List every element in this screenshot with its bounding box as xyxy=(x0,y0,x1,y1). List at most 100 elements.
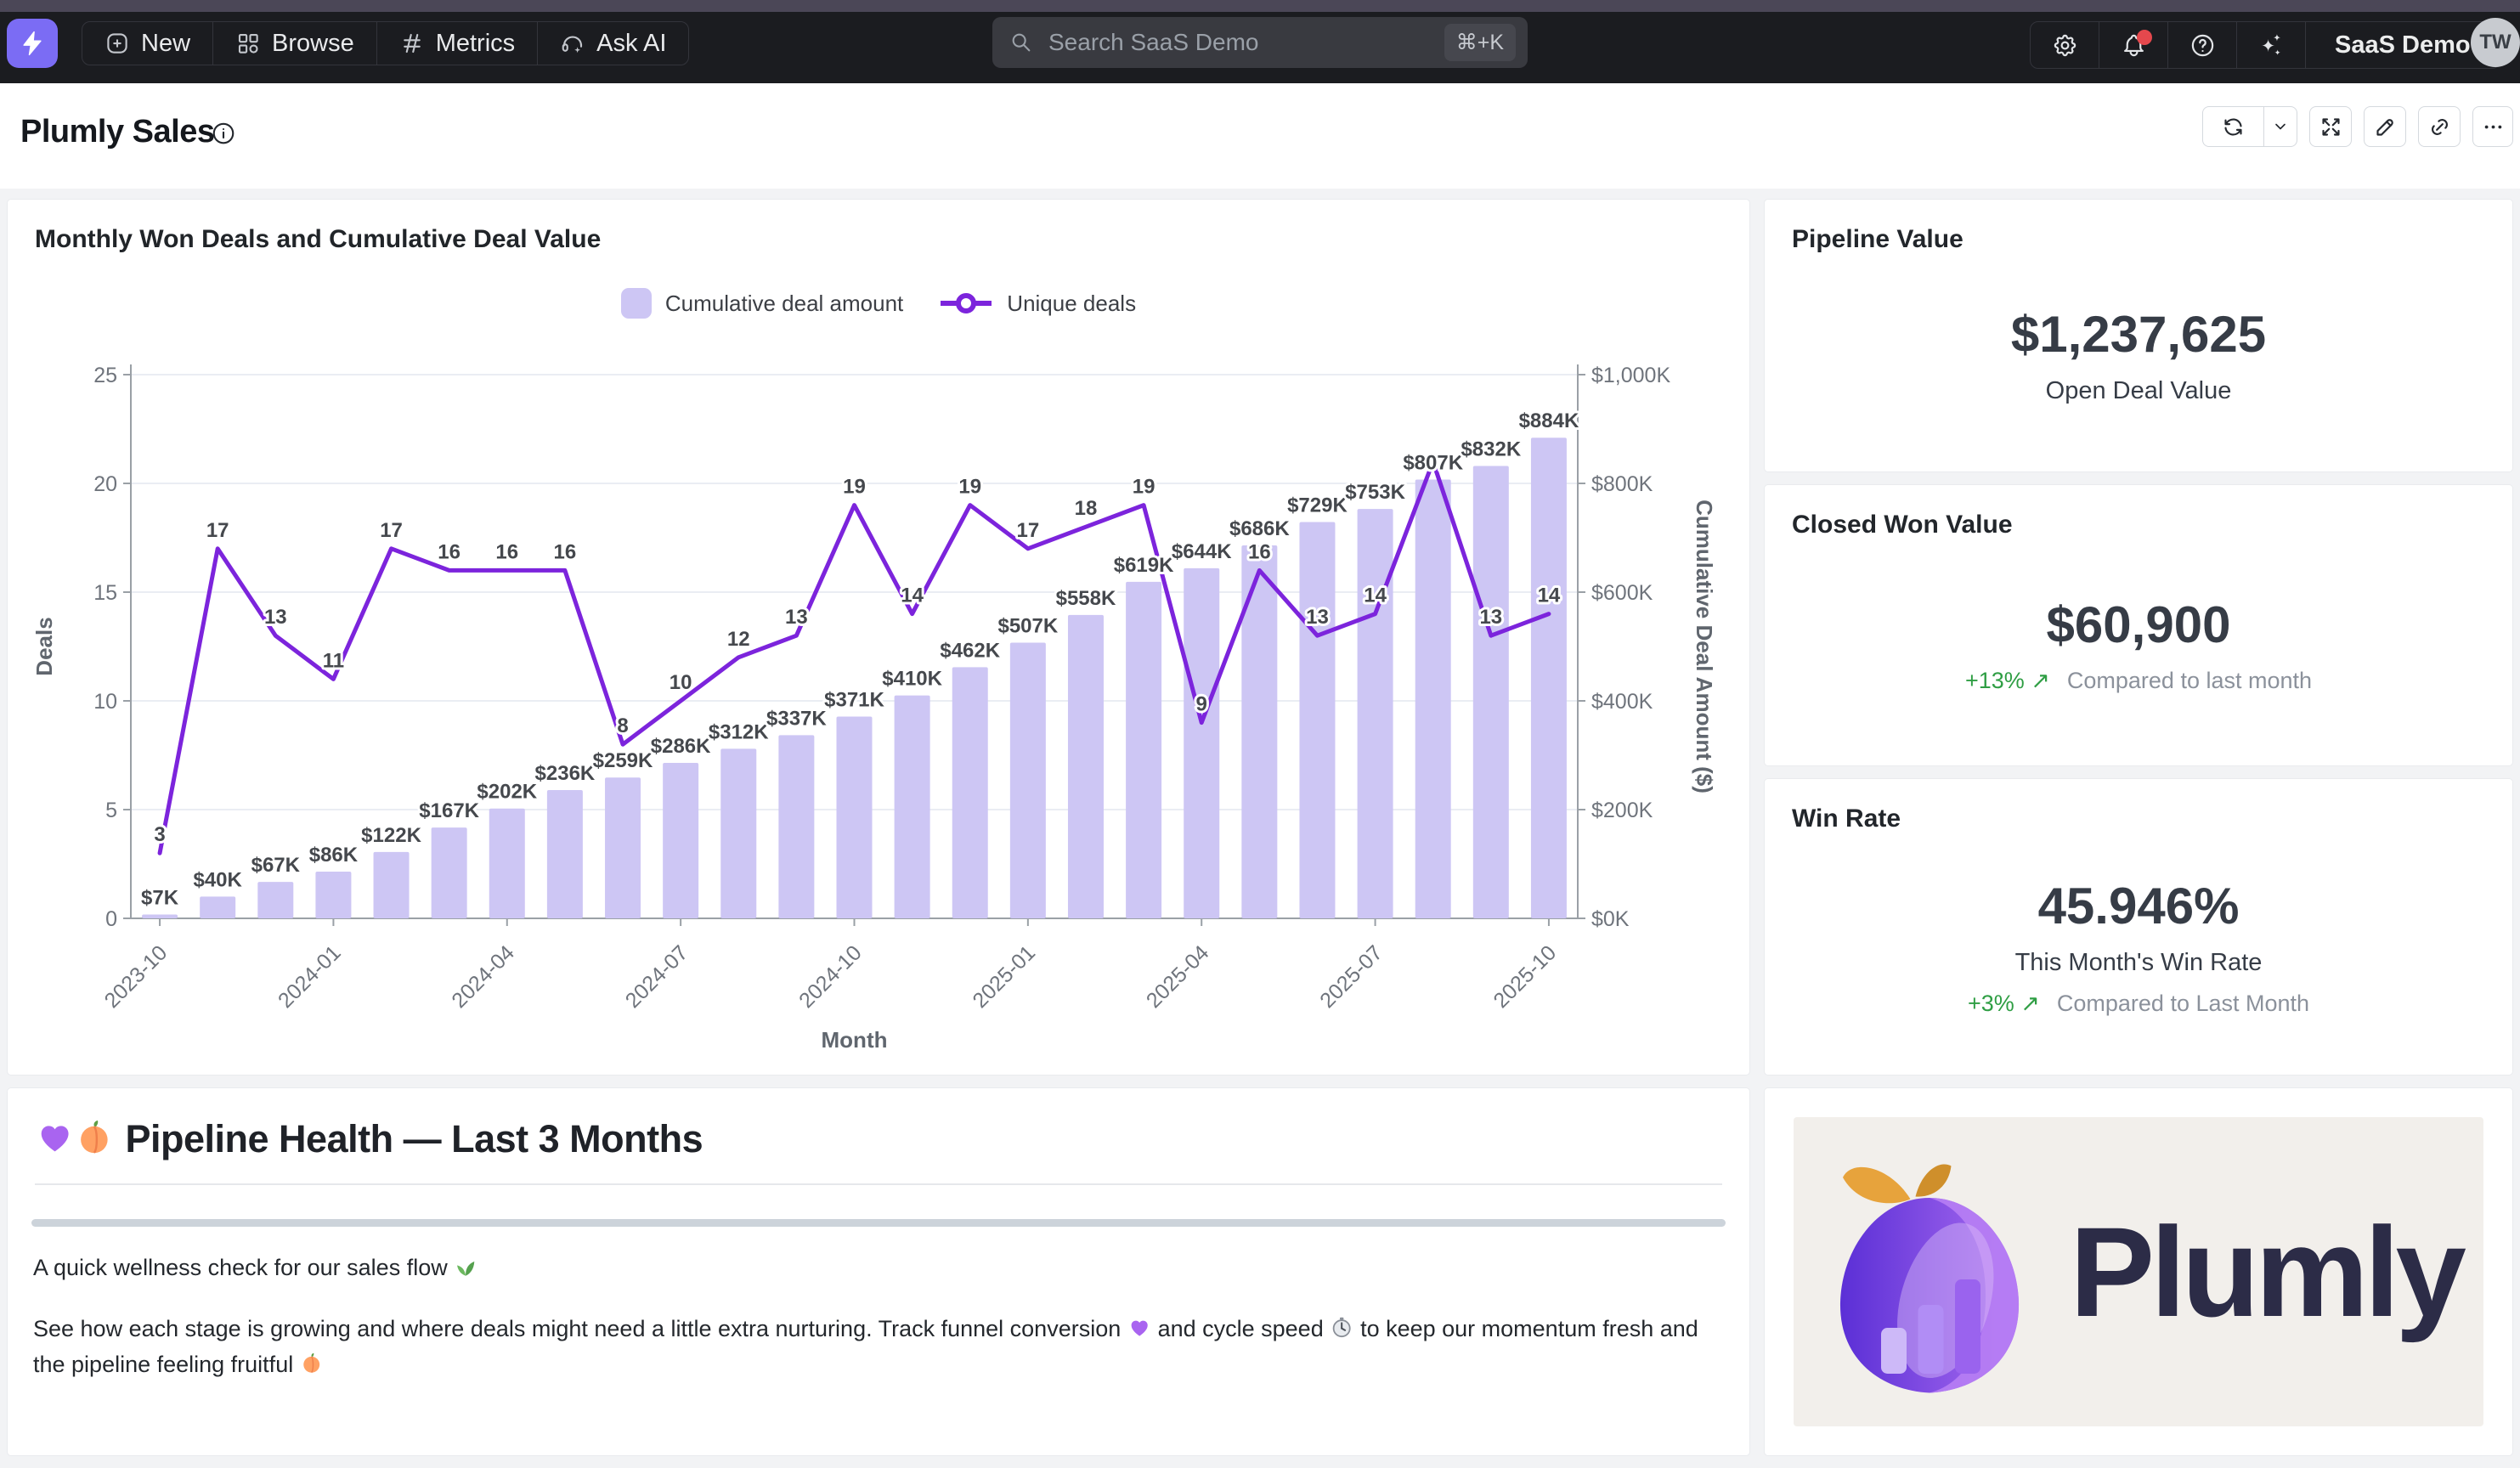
svg-text:13: 13 xyxy=(264,606,287,629)
combo-chart[interactable]: 0 $0K 5 $200K 10 $400K 15 $600K 20 $800K 25 $1,000K… xyxy=(8,341,1751,1063)
svg-text:16: 16 xyxy=(438,540,460,563)
svg-text:$507K: $507K xyxy=(997,615,1058,638)
settings-button[interactable] xyxy=(2031,22,2099,68)
svg-text:8: 8 xyxy=(617,714,628,737)
svg-text:$122K: $122K xyxy=(361,824,421,847)
svg-text:$7K: $7K xyxy=(141,887,179,910)
svg-text:20: 20 xyxy=(93,472,117,496)
pipeline-value-tile: Pipeline Value $1,237,625 Open Deal Valu… xyxy=(1764,199,2513,472)
markdown-tile: Pipeline Health — Last 3 Months A quick … xyxy=(7,1087,1750,1456)
maximize-icon xyxy=(2319,116,2342,138)
svg-text:$0K: $0K xyxy=(1591,907,1630,931)
app-logo[interactable] xyxy=(7,19,58,68)
svg-text:2025-01: 2025-01 xyxy=(968,940,1040,1013)
delta-badge: +3% ↗ xyxy=(1967,990,2040,1016)
search-icon xyxy=(1009,31,1033,54)
svg-text:$337K: $337K xyxy=(766,707,827,730)
sparkles-icon xyxy=(2258,32,2285,59)
plumly-logo-image: Plumly xyxy=(1794,1117,2483,1426)
notifications-button[interactable] xyxy=(2099,22,2168,68)
svg-text:14: 14 xyxy=(1538,584,1561,607)
legend-item-line[interactable]: Unique deals xyxy=(939,291,1136,317)
svg-text:5: 5 xyxy=(105,799,117,822)
link-icon xyxy=(2428,116,2451,138)
svg-text:16: 16 xyxy=(495,540,518,563)
pipeline-label: Open Deal Value xyxy=(2045,377,2232,404)
chart-tile: Monthly Won Deals and Cumulative Deal Va… xyxy=(7,199,1750,1076)
plus-square-icon xyxy=(105,31,130,56)
closed-won-tile: Closed Won Value $60,900 +13% ↗ Compared… xyxy=(1764,484,2513,766)
svg-text:16: 16 xyxy=(1248,540,1271,563)
svg-text:$619K: $619K xyxy=(1114,554,1174,577)
legend-item-bar[interactable]: Cumulative deal amount xyxy=(620,288,903,319)
svg-text:$312K: $312K xyxy=(709,720,769,743)
refresh-split-button xyxy=(2202,106,2297,147)
help-button[interactable] xyxy=(2168,22,2237,68)
svg-text:Cumulative Deal Amount ($): Cumulative Deal Amount ($) xyxy=(1692,500,1717,793)
headset-sparkle-icon xyxy=(560,31,585,56)
win-rate-value: 45.946% xyxy=(2037,877,2240,934)
nav-new-label: New xyxy=(141,29,191,57)
svg-text:2024-01: 2024-01 xyxy=(274,940,346,1013)
edit-button[interactable] xyxy=(2364,106,2406,147)
svg-text:19: 19 xyxy=(958,476,981,499)
gear-icon xyxy=(2052,32,2078,59)
peach-icon xyxy=(81,1121,108,1155)
herb-icon xyxy=(457,1262,475,1276)
svg-text:17: 17 xyxy=(1017,519,1040,542)
notes-heading: Pipeline Health — Last 3 Months xyxy=(35,1117,703,1161)
image-tile: Plumly xyxy=(1764,1087,2513,1456)
svg-text:Month: Month xyxy=(822,1027,888,1053)
purple-heart-icon xyxy=(1131,1320,1148,1336)
nav-metrics-label: Metrics xyxy=(435,29,516,57)
svg-text:13: 13 xyxy=(1479,606,1502,629)
nav-browse-button[interactable]: Browse xyxy=(213,22,377,65)
svg-text:$462K: $462K xyxy=(940,639,1000,662)
ai-assistant-button[interactable] xyxy=(2237,22,2306,68)
main-nav: New Browse Metrics Ask AI xyxy=(82,21,690,65)
tile-title: Closed Won Value xyxy=(1792,511,2013,539)
help-icon xyxy=(2189,32,2216,59)
svg-text:13: 13 xyxy=(785,606,808,629)
legend-line-label: Unique deals xyxy=(1007,290,1137,316)
win-rate-label: This Month's Win Rate xyxy=(2014,948,2263,976)
svg-text:19: 19 xyxy=(1133,476,1155,499)
nav-metrics-button[interactable]: Metrics xyxy=(377,22,539,65)
delta-note: Compared to last month xyxy=(2066,668,2313,693)
info-icon[interactable] xyxy=(211,121,236,146)
svg-text:11: 11 xyxy=(323,649,344,672)
fullscreen-button[interactable] xyxy=(2309,106,2352,147)
workspace-button[interactable]: SaaS Demo xyxy=(2335,31,2471,59)
svg-text:14: 14 xyxy=(1364,584,1387,607)
search-input[interactable] xyxy=(1047,28,1444,57)
svg-text:9: 9 xyxy=(1196,693,1207,716)
svg-text:2024-10: 2024-10 xyxy=(794,940,867,1013)
chart-legend: Cumulative deal amount Unique deals xyxy=(8,288,1749,319)
svg-text:$800K: $800K xyxy=(1591,472,1653,496)
win-rate-tile: Win Rate 45.946% This Month's Win Rate +… xyxy=(1764,778,2513,1076)
svg-text:14: 14 xyxy=(901,584,924,607)
share-link-button[interactable] xyxy=(2418,106,2461,147)
page-title: Plumly Sales xyxy=(20,114,215,150)
search-shortcut-badge: ⌘+K xyxy=(1444,24,1516,61)
refresh-options-button[interactable] xyxy=(2264,107,2297,146)
app-navbar: New Browse Metrics Ask AI xyxy=(0,12,2520,83)
global-search[interactable]: ⌘+K xyxy=(992,17,1528,68)
plumly-wordmark: Plumly xyxy=(2070,1200,2466,1343)
notification-dot xyxy=(2137,30,2152,45)
avatar[interactable]: TW xyxy=(2471,18,2520,67)
dashboard-toolbar xyxy=(2202,106,2513,147)
nav-new-button[interactable]: New xyxy=(82,22,214,65)
svg-text:$600K: $600K xyxy=(1591,581,1653,605)
plum-fruit-icon xyxy=(1815,1144,2044,1399)
horizontal-scrollbar[interactable] xyxy=(31,1219,1726,1227)
nav-ask-ai-button[interactable]: Ask AI xyxy=(538,22,688,65)
peach-icon xyxy=(302,1352,319,1374)
svg-text:15: 15 xyxy=(93,581,117,605)
more-options-button[interactable] xyxy=(2472,106,2513,147)
category-grid-icon xyxy=(235,31,261,56)
svg-text:17: 17 xyxy=(206,519,229,542)
dashboard-grid: Monthly Won Deals and Cumulative Deal Va… xyxy=(0,189,2520,1468)
refresh-button[interactable] xyxy=(2203,107,2264,146)
line-marker-icon xyxy=(939,291,993,315)
